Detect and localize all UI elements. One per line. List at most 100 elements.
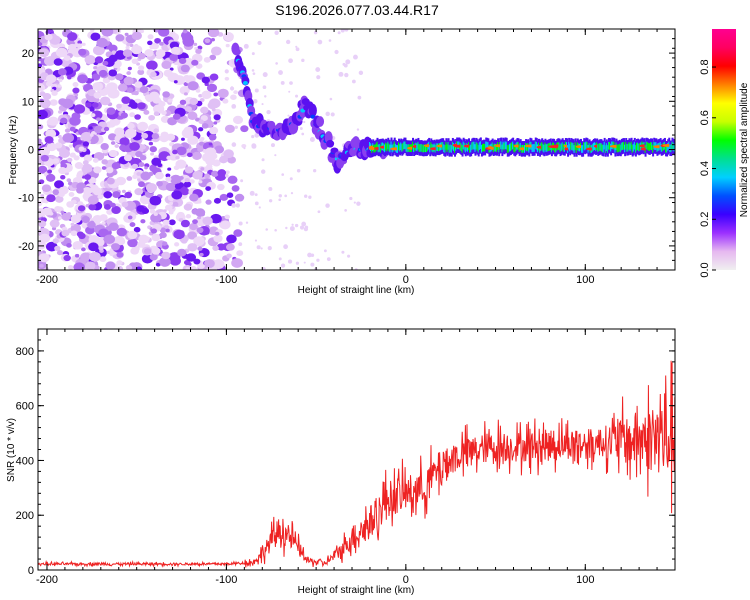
spectrogram-tone-core [402, 142, 405, 151]
spectrogram-cell [168, 219, 176, 226]
spectrogram-tone-core [386, 143, 389, 152]
spectrogram-cell [280, 80, 285, 85]
spectrogram-xtick-label: 100 [576, 274, 594, 286]
spectrogram-tone-core [482, 144, 485, 152]
spectrogram-cell [193, 42, 198, 46]
spectrogram-cell [137, 52, 146, 60]
spectrogram-cell [231, 203, 236, 208]
spectrogram-tone-core [470, 144, 473, 153]
spectrogram-cell [158, 41, 164, 46]
spectrogram-cell [111, 243, 120, 251]
spectrogram-tone-core [600, 143, 603, 151]
spectrogram-cell [224, 124, 235, 133]
spectrogram-cell [52, 189, 60, 196]
spectrogram-tone-core [667, 143, 670, 151]
spectrogram-cell [55, 47, 68, 58]
spectrogram-cell [73, 104, 86, 114]
spectrogram-cell [296, 168, 301, 173]
spectrogram-tone-core [652, 144, 655, 153]
spectrogram-tone-core [448, 145, 451, 153]
spectrogram-cell [38, 41, 43, 47]
spectrogram-cell [193, 258, 201, 265]
spectrogram-cell [254, 132, 260, 138]
spectrogram-tone-core [426, 144, 429, 152]
spectrogram-tone-core [483, 143, 486, 152]
spectrogram-cell [189, 222, 198, 231]
spectrogram-cell [199, 252, 204, 257]
spectrogram-cell [91, 110, 103, 120]
spectrogram-cell [180, 238, 188, 244]
spectrogram-cell [134, 188, 144, 196]
spectrogram-cell [44, 136, 54, 144]
spectrogram-tone-core [400, 142, 403, 151]
spectrogram-cell [304, 225, 309, 230]
spectrogram-cell [224, 214, 231, 220]
spectrogram-cell [60, 117, 68, 124]
spectrogram-tone-core [568, 141, 571, 150]
spectrogram-cell [226, 192, 234, 198]
spectrogram-cell [317, 210, 321, 214]
spectrogram-cell [183, 74, 191, 81]
spectrogram-cell [89, 107, 95, 112]
spectrogram-cell [66, 201, 75, 208]
spectrogram-cell [208, 142, 213, 146]
spectrogram-cell [198, 93, 203, 98]
spectrogram-ytick-label: 20 [22, 48, 34, 60]
spectrogram-cell [137, 69, 145, 76]
spectrogram-tone-core [452, 143, 455, 151]
spectrogram-cell [181, 137, 185, 141]
spectrogram-cell [349, 196, 353, 201]
spectrogram-cell [138, 65, 145, 71]
spectrogram-cell [82, 160, 89, 166]
spectrogram-tone-core [503, 142, 506, 151]
spectrogram-cell [88, 242, 99, 252]
spectrogram-cell [183, 203, 193, 211]
spectrogram-cell [174, 242, 180, 247]
spectrogram-tone-core [506, 145, 509, 153]
spectrogram-cell [316, 75, 321, 80]
spectrogram-cell [165, 173, 171, 178]
spectrogram-cell [103, 126, 110, 132]
spectrogram-cell [170, 174, 182, 185]
spectrogram-cell [165, 176, 172, 182]
spectrogram-cell [196, 227, 204, 234]
spectrogram-cell [72, 87, 80, 94]
spectrogram-tone-core [536, 144, 539, 153]
spectrogram-tone-core [661, 143, 664, 152]
spectrogram-tone-core [614, 144, 617, 153]
spectrogram-cell [301, 221, 307, 227]
spectrogram-tone-core [571, 142, 574, 151]
spectrogram-cell [99, 256, 107, 263]
spectrogram-cell [214, 145, 225, 154]
spectrogram-tone-core [464, 144, 467, 153]
snr-ytick-label: 800 [16, 346, 34, 358]
spectrogram-cell [185, 253, 197, 262]
spectrogram-tone-core [544, 142, 547, 151]
spectrogram-cell [87, 221, 96, 229]
spectrogram-cell [130, 247, 139, 255]
spectrogram-cell [151, 233, 161, 242]
spectrogram-cell [316, 258, 320, 262]
colorbar-tick-label: 0.2 [699, 212, 711, 227]
spectrogram-cell [99, 96, 111, 106]
snr-ytick-label: 400 [16, 455, 34, 467]
spectrogram-cell [315, 67, 321, 73]
spectrogram-tone-core [461, 144, 464, 153]
spectrogram-cell [106, 177, 115, 185]
spectrogram-cell [38, 200, 43, 207]
spectrogram-cell [134, 81, 143, 88]
spectrogram-cell [169, 53, 179, 62]
spectrogram-cell [213, 114, 221, 121]
spectrogram-cell [117, 54, 122, 58]
spectrogram-cell [111, 206, 121, 215]
spectrogram-cell [281, 173, 285, 176]
spectrogram-cell [112, 191, 121, 199]
spectrogram-cell [222, 98, 229, 104]
spectrogram-cell [184, 177, 190, 183]
spectrogram-tone-core [562, 143, 565, 152]
spectrogram-cell [40, 154, 49, 162]
spectrogram-cell [240, 125, 249, 133]
spectrogram-cell [84, 54, 96, 65]
spectrogram-tone-core [623, 141, 626, 150]
spectrogram-tone-core [555, 144, 558, 153]
